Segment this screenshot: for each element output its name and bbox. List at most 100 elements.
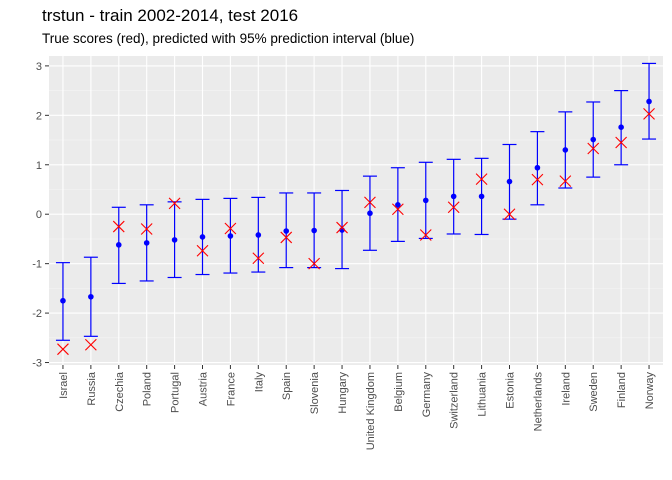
true-score-marker <box>587 142 600 155</box>
predicted-point <box>311 227 317 234</box>
true-score-marker <box>475 173 488 185</box>
x-tick-label: Czechia <box>114 371 126 412</box>
x-tick-label: Austria <box>198 371 210 406</box>
predicted-point <box>88 293 94 300</box>
x-tick-label: Switzerland <box>449 372 461 429</box>
x-tick-label: Germany <box>421 372 433 418</box>
true-score-marker <box>224 222 237 235</box>
true-score-stroke <box>475 173 488 185</box>
plot-panel <box>49 56 663 365</box>
predicted-point <box>506 178 513 185</box>
true-score-stroke <box>280 231 293 244</box>
x-tick-label: Netherlands <box>532 372 544 432</box>
true-score-marker <box>391 203 404 216</box>
true-score-stroke <box>447 201 460 214</box>
x-tick-label: Russia <box>86 371 98 406</box>
true-score-marker <box>168 197 181 210</box>
axis-layer: -3 -2 -1 0 1 2 3 Israel Russia Czechia Poland Portu… <box>32 61 656 450</box>
true-score-marker <box>503 208 516 221</box>
true-score-marker <box>559 175 572 187</box>
chart-title: trstun - train 2002-2014, test 2016 <box>42 6 299 25</box>
true-score-stroke <box>419 229 432 241</box>
true-score-stroke <box>615 136 628 149</box>
x-tick-label: Slovenia <box>309 371 321 414</box>
x-tick-label: Hungary <box>337 372 349 414</box>
true-score-marker <box>419 229 432 241</box>
true-score-marker <box>196 244 209 257</box>
predicted-point <box>171 237 178 243</box>
true-score-stroke <box>57 343 69 356</box>
true-score-stroke <box>503 208 516 221</box>
predicted-point <box>255 232 262 238</box>
predicted-point <box>199 234 206 240</box>
true-score-marker <box>57 343 69 356</box>
true-score-marker <box>252 252 265 265</box>
predicted-point <box>534 164 541 171</box>
marks-layer <box>55 62 657 356</box>
true-score-stroke <box>112 220 125 233</box>
predicted-point <box>367 210 373 217</box>
true-score-marker <box>84 338 97 351</box>
true-score-stroke <box>531 173 544 186</box>
x-tick-label: Finland <box>616 372 628 408</box>
true-score-marker <box>280 231 293 244</box>
predicted-point <box>115 242 122 248</box>
true-score-stroke <box>643 107 655 120</box>
x-tick-label: Ireland <box>560 372 572 406</box>
x-tick-label: United Kingdom <box>365 372 377 450</box>
y-tick-label: -2 <box>32 308 42 320</box>
true-score-stroke <box>168 197 181 210</box>
chart-subtitle: True scores (red), predicted with 95% pr… <box>42 31 415 46</box>
true-score-stroke <box>364 196 376 209</box>
true-score-stroke <box>308 257 321 270</box>
x-tick-label: Estonia <box>505 371 517 409</box>
x-tick-label: Belgium <box>393 372 405 412</box>
y-tick-label: 0 <box>36 209 42 221</box>
x-tick-label: Sweden <box>588 372 600 412</box>
predicted-point <box>422 197 429 204</box>
x-tick-label: Poland <box>142 372 154 406</box>
true-score-stroke <box>336 221 348 234</box>
true-score-marker <box>643 107 655 120</box>
true-score-marker <box>447 201 460 214</box>
predicted-point <box>283 228 290 234</box>
predicted-point <box>478 193 485 200</box>
true-score-marker <box>531 173 544 186</box>
true-score-stroke <box>252 252 265 265</box>
true-score-marker <box>140 223 153 235</box>
x-tick-label: Spain <box>281 372 293 400</box>
predicted-point <box>450 193 457 200</box>
y-tick-label: -3 <box>32 358 42 370</box>
true-score-stroke <box>140 223 153 235</box>
x-tick-label: Portugal <box>170 372 182 413</box>
predicted-point <box>590 136 597 143</box>
x-tick-label: Israel <box>58 372 70 399</box>
predicted-point <box>562 147 569 153</box>
y-tick-label: 2 <box>36 110 42 122</box>
true-score-marker <box>364 196 376 209</box>
true-score-stroke <box>391 203 404 216</box>
y-tick-label: -1 <box>32 259 42 271</box>
true-score-stroke <box>587 142 600 155</box>
y-tick-label: 1 <box>36 160 42 172</box>
y-tick-label: 3 <box>36 61 42 73</box>
predicted-point <box>395 202 401 208</box>
predicted-point <box>646 98 652 105</box>
true-score-stroke <box>224 222 237 235</box>
true-score-marker <box>112 220 125 233</box>
x-tick-label: Norway <box>644 372 656 410</box>
predicted-point <box>60 297 66 304</box>
x-tick-label: Lithuania <box>477 371 489 417</box>
x-tick-label: France <box>225 372 237 406</box>
x-tick-label: Italy <box>253 372 265 393</box>
predicted-point <box>143 240 150 246</box>
true-score-marker <box>336 221 348 234</box>
true-score-stroke <box>196 244 209 257</box>
predicted-point <box>618 124 624 130</box>
true-score-marker <box>308 257 321 270</box>
true-score-marker <box>615 136 628 149</box>
true-score-stroke <box>84 338 97 351</box>
true-score-stroke <box>559 175 572 187</box>
predicted-point <box>227 233 234 239</box>
